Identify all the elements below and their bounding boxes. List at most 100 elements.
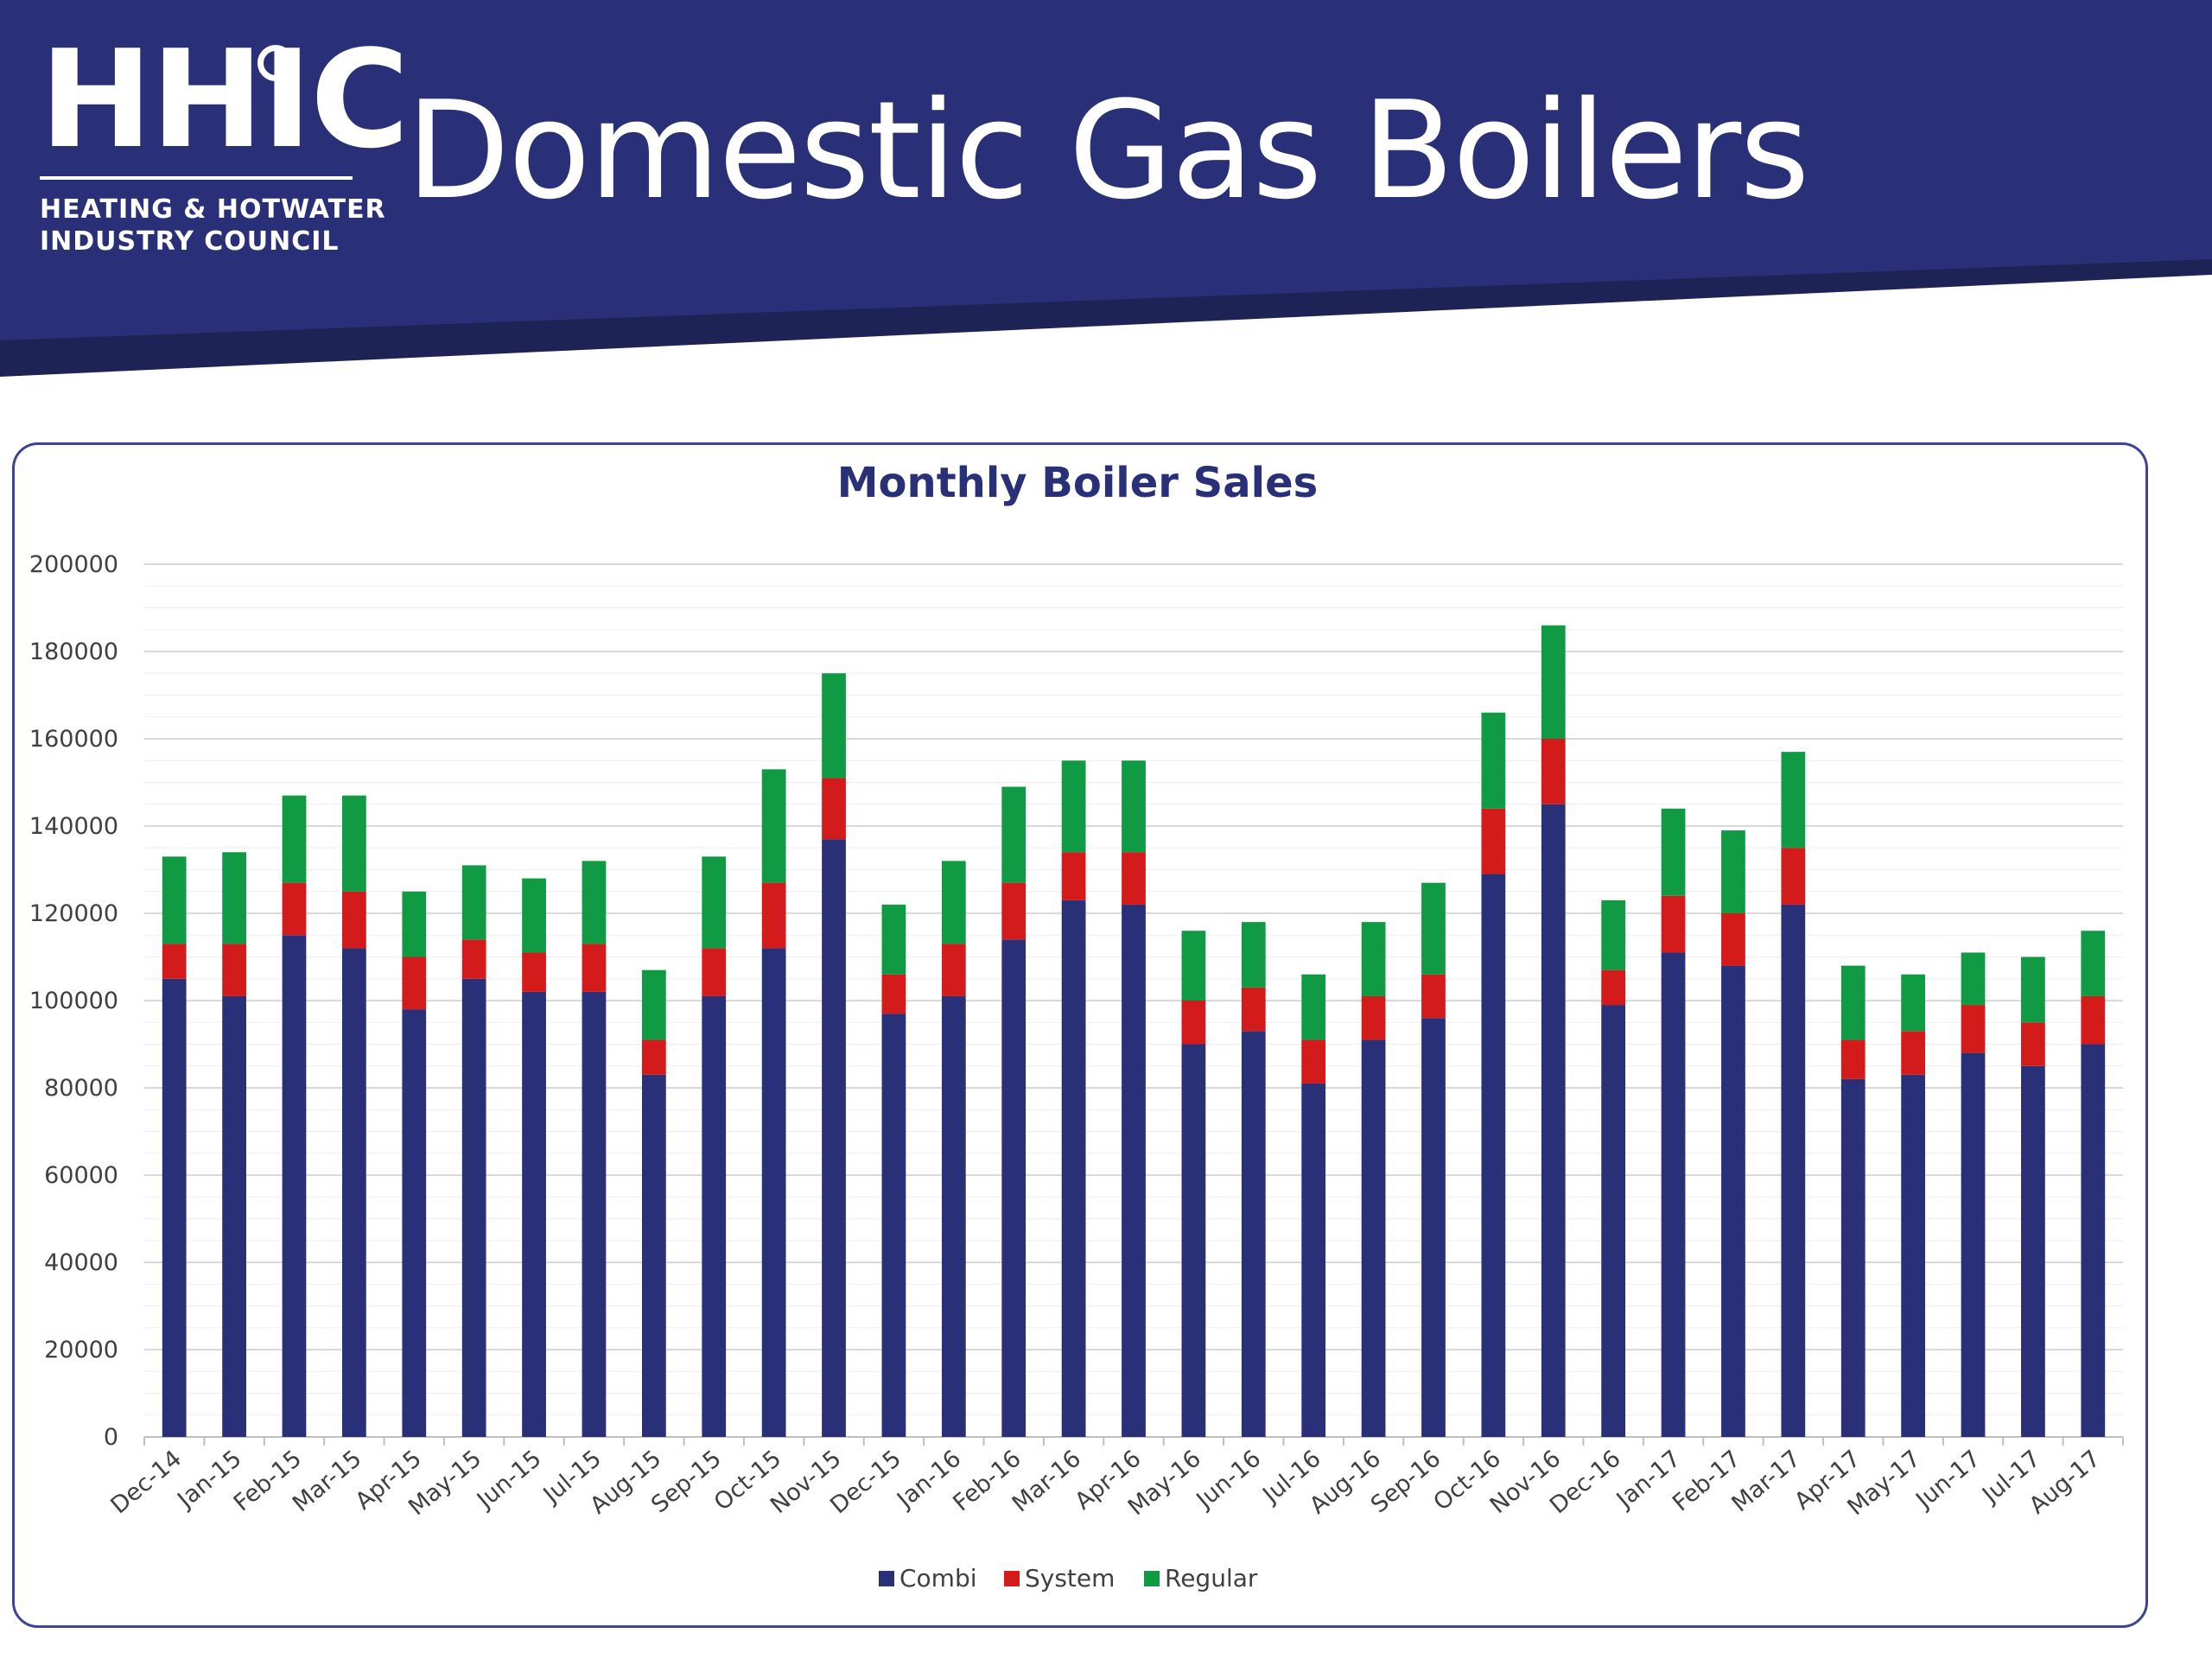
legend-swatch-combi xyxy=(879,1571,894,1586)
bar-system xyxy=(1361,995,1386,1040)
bar-regular xyxy=(1901,974,1925,1032)
bar-system xyxy=(1181,1001,1206,1045)
bar-combi xyxy=(1781,904,1806,1437)
bar-system xyxy=(342,891,366,949)
bar-combi xyxy=(641,1074,666,1437)
bar-regular xyxy=(1721,830,1745,913)
bar-combi xyxy=(761,948,786,1437)
x-tick-label: Jun-17 xyxy=(1910,1446,1986,1516)
x-tick-label: Jun-16 xyxy=(1191,1446,1267,1516)
bar-combi xyxy=(1481,874,1506,1437)
header-banner: HHIC HEATING & HOTWATER INDUSTRY COUNCIL… xyxy=(0,0,2212,380)
bar-system xyxy=(641,1039,666,1075)
legend-label-system: System xyxy=(1025,1564,1115,1592)
bar-system xyxy=(522,952,546,992)
y-tick-label: 180000 xyxy=(29,639,118,665)
bar-combi xyxy=(1421,1018,1446,1437)
bar-combi xyxy=(881,1014,906,1437)
bar-combi xyxy=(1301,1083,1326,1437)
logo-divider xyxy=(40,176,353,180)
bar-regular xyxy=(1361,922,1386,996)
monthly-boiler-sales-chart: Monthly Boiler Sales 0 20000 40000 60000 800… xyxy=(29,459,2124,1592)
bar-combi xyxy=(2021,1065,2045,1437)
bar-system xyxy=(941,944,966,996)
bar-system xyxy=(702,948,727,996)
chart-bars xyxy=(162,625,2106,1437)
bar-system xyxy=(1781,848,1806,905)
x-axis: Dec-14Jan-15Feb-15Mar-15Apr-15May-15Jun-… xyxy=(105,1437,2124,1521)
bar-system xyxy=(1241,987,1266,1032)
legend-label-combi: Combi xyxy=(899,1564,977,1592)
bar-combi xyxy=(1061,899,1086,1437)
bar-combi xyxy=(522,991,546,1437)
bar-combi xyxy=(822,839,846,1437)
bar-regular xyxy=(162,856,187,944)
bar-system xyxy=(162,944,187,979)
bar-combi xyxy=(1901,1074,1925,1437)
bar-combi xyxy=(342,948,366,1437)
bar-combi xyxy=(1241,1031,1266,1437)
bar-regular xyxy=(461,865,486,940)
bar-regular xyxy=(1601,899,1626,970)
bar-regular xyxy=(282,795,307,883)
banner-background xyxy=(0,0,2212,377)
bar-regular xyxy=(1001,786,1027,883)
bar-combi xyxy=(402,1009,427,1437)
y-tick-label: 200000 xyxy=(29,551,118,578)
bar-regular xyxy=(702,856,727,949)
legend-swatch-system xyxy=(1004,1571,1020,1586)
bar-combi xyxy=(1721,965,1745,1437)
bar-system xyxy=(1661,895,1686,953)
bar-system xyxy=(2081,995,2106,1045)
bar-regular xyxy=(1122,760,1146,853)
bar-regular xyxy=(522,878,546,953)
bar-regular xyxy=(761,769,786,883)
bar-system xyxy=(1122,852,1146,905)
bar-system xyxy=(582,944,607,992)
bar-regular xyxy=(2021,957,2045,1023)
bar-regular xyxy=(1421,882,1446,975)
bar-regular xyxy=(1840,965,1866,1040)
bar-system xyxy=(1421,974,1446,1019)
y-tick-label: 160000 xyxy=(29,726,118,753)
x-tick-label: Mar-15 xyxy=(288,1446,366,1518)
bar-system xyxy=(881,974,906,1014)
bar-regular xyxy=(881,904,906,975)
bar-combi xyxy=(2081,1044,2106,1437)
bar-regular xyxy=(1241,922,1266,988)
bar-regular xyxy=(822,673,846,779)
bar-system xyxy=(461,939,486,979)
logo-subtitle: HEATING & HOTWATER INDUSTRY COUNCIL xyxy=(40,194,386,257)
bar-regular xyxy=(342,795,366,892)
bar-regular xyxy=(1541,625,1566,739)
page-title: Domestic Gas Boilers xyxy=(406,72,1810,229)
bar-system xyxy=(1481,808,1506,874)
bar-system xyxy=(1061,852,1086,900)
y-tick-label: 40000 xyxy=(44,1249,118,1276)
x-tick-label: Jun-15 xyxy=(471,1446,547,1516)
bar-combi xyxy=(282,935,307,1437)
bar-regular xyxy=(1661,808,1686,896)
bar-system xyxy=(1001,882,1027,940)
bar-combi xyxy=(1541,804,1566,1437)
x-tick-label: Dec-14 xyxy=(105,1446,187,1520)
bar-regular xyxy=(1481,712,1506,809)
bar-regular xyxy=(402,891,427,957)
y-tick-label: 20000 xyxy=(44,1337,118,1363)
bar-system xyxy=(1541,739,1566,804)
bar-system xyxy=(1721,913,1745,966)
logo-mark: HHIC xyxy=(40,21,410,178)
logo-subtitle-line2: INDUSTRY COUNCIL xyxy=(40,226,340,257)
bar-combi xyxy=(1840,1078,1866,1437)
logo-subtitle-line1: HEATING & HOTWATER xyxy=(40,194,386,225)
bar-system xyxy=(2021,1022,2045,1066)
banner-fill xyxy=(0,0,2212,340)
bar-system xyxy=(1840,1039,1866,1079)
bar-system xyxy=(222,944,246,996)
bar-regular xyxy=(1961,952,1986,1006)
y-tick-label: 140000 xyxy=(29,813,118,840)
x-tick-label: Mar-16 xyxy=(1007,1446,1086,1518)
bar-system xyxy=(761,882,786,949)
legend-label-regular: Regular xyxy=(1165,1564,1258,1592)
y-tick-label: 120000 xyxy=(29,900,118,927)
